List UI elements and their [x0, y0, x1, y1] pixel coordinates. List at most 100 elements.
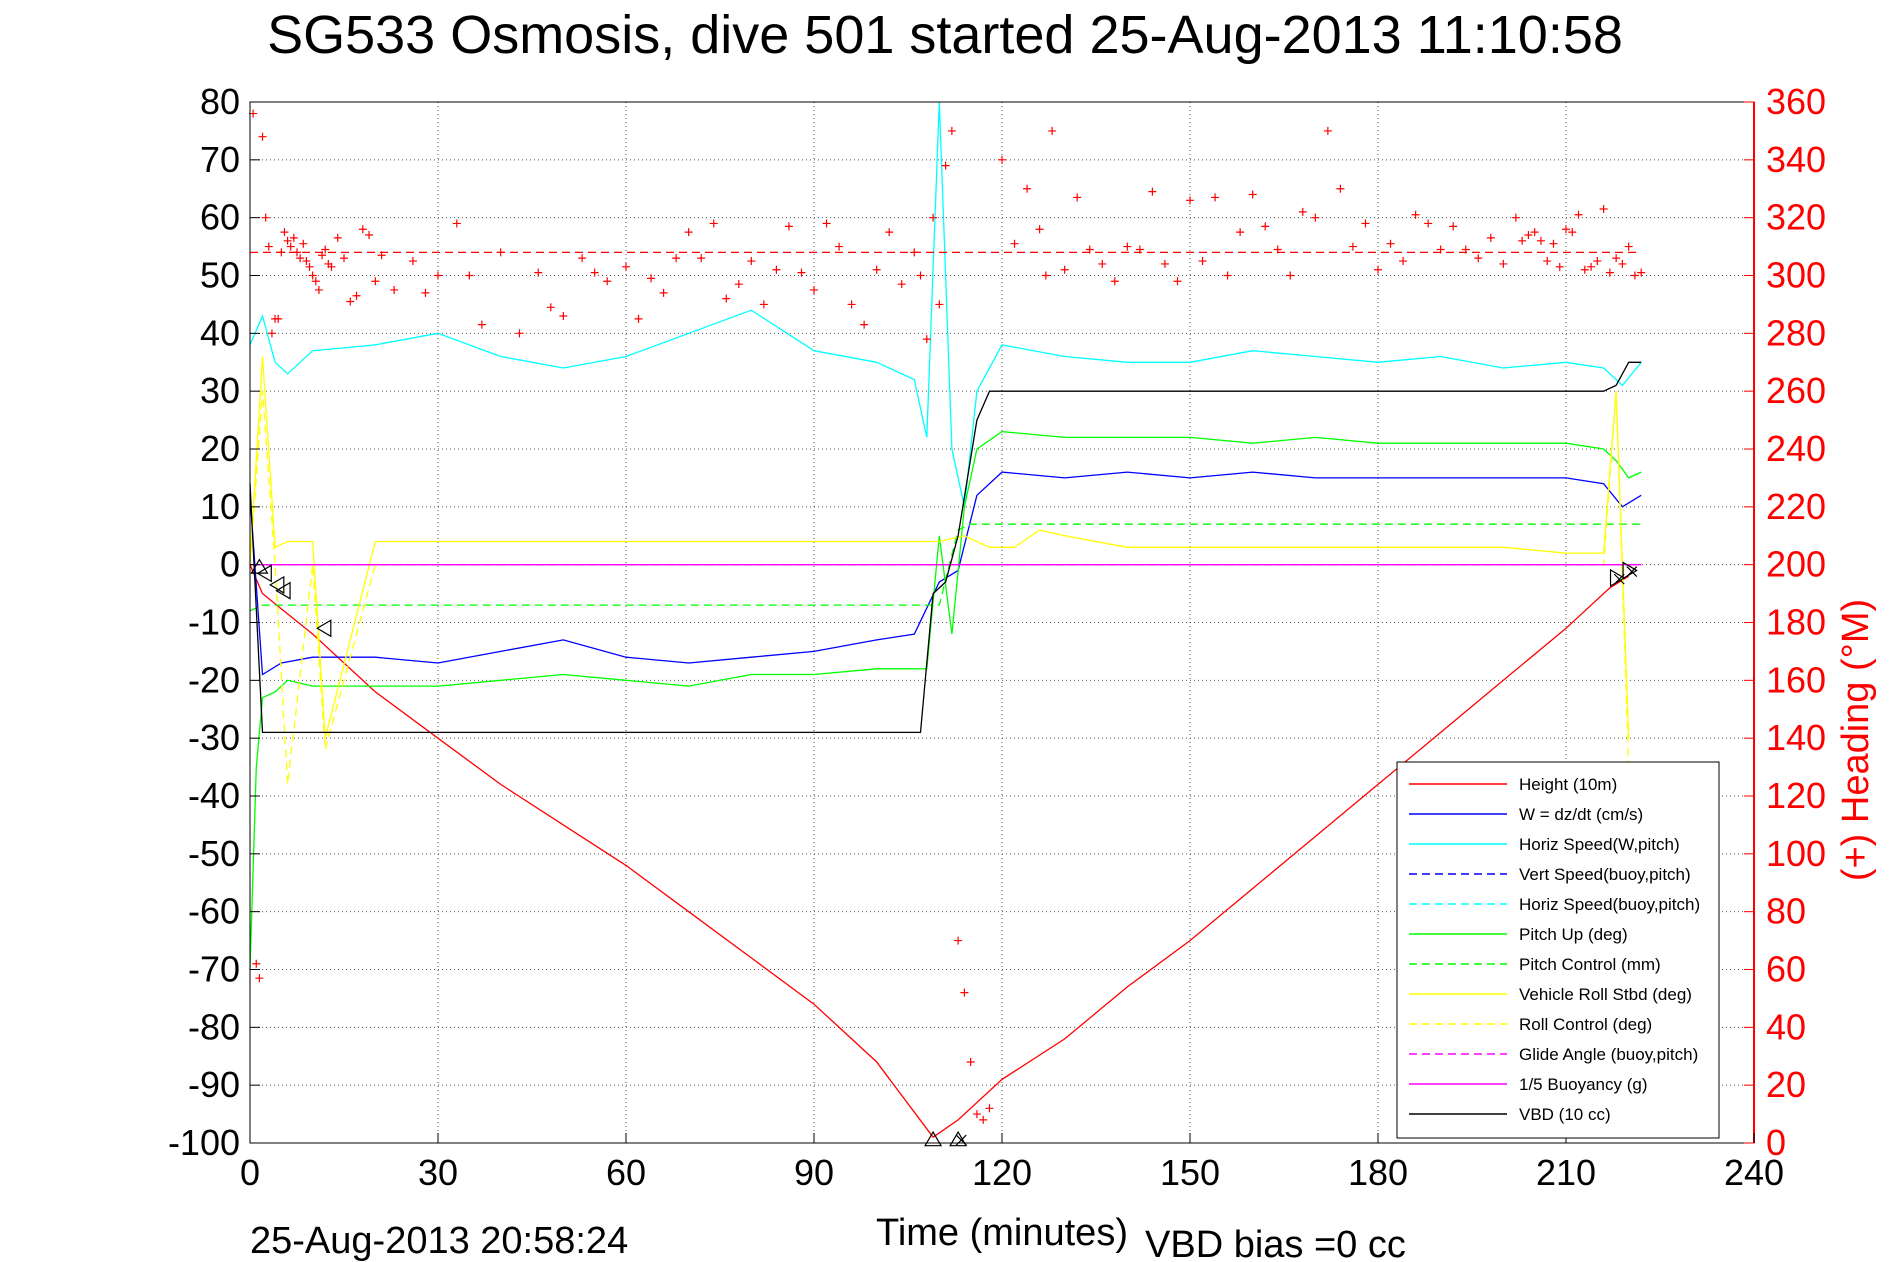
heading-point [1236, 228, 1245, 237]
legend-entry-vbd-10-cc: VBD (10 cc) [1519, 1105, 1611, 1124]
heading-point [1023, 184, 1032, 193]
heading-point [1048, 126, 1057, 135]
heading-point [1223, 271, 1232, 280]
heading-point [1323, 126, 1332, 135]
heading-point [1361, 219, 1370, 228]
x-tick-label: 180 [1348, 1152, 1408, 1193]
heading-point [274, 314, 283, 323]
heading-point [697, 254, 706, 263]
heading-point [1486, 233, 1495, 242]
heading-point [346, 297, 355, 306]
footer-vbd-bias: VBD bias =0 cc [1145, 1224, 1406, 1262]
y-tick-label: 0 [220, 544, 240, 585]
heading-point [340, 254, 348, 263]
y-right-tick-label: 60 [1766, 949, 1806, 990]
heading-point [1060, 265, 1069, 274]
heading-point [872, 265, 881, 274]
heading-point [897, 280, 906, 289]
heading-point [822, 219, 831, 228]
heading-point [465, 271, 474, 280]
heading-point [1110, 277, 1119, 286]
heading-point [371, 277, 380, 286]
heading-point [1618, 259, 1627, 268]
heading-point [966, 1058, 975, 1067]
heading-point [784, 222, 793, 231]
heading-point [1555, 262, 1564, 271]
y-tick-label: -70 [188, 949, 240, 990]
heading-point [1549, 239, 1558, 248]
heading-point [1010, 239, 1019, 248]
y-axis-right-label: (+) Heading (°M) [1835, 599, 1877, 881]
heading-point [835, 242, 844, 251]
y-right-tick-label: 20 [1766, 1064, 1806, 1105]
heading-point [734, 280, 743, 289]
heading-point [941, 161, 950, 170]
y-right-tick-label: 120 [1766, 775, 1826, 816]
legend-box [1396, 761, 1720, 1139]
heading-point [1568, 228, 1577, 237]
legend-entry-glide-angle-buoy-pitch: Glide Angle (buoy,pitch) [1519, 1045, 1698, 1064]
heading-point [255, 974, 264, 983]
heading-point [1311, 213, 1320, 222]
heading-point [1474, 254, 1483, 263]
series-pitch-up-deg [249, 430, 1642, 970]
heading-point [622, 262, 630, 271]
x-tick-label: 150 [1160, 1152, 1220, 1193]
y-tick-label: 20 [200, 428, 240, 469]
heading-point [1261, 222, 1270, 231]
x-tick-label: 210 [1536, 1152, 1596, 1193]
heading-point [722, 294, 731, 303]
heading-point [1511, 213, 1520, 222]
heading-point [1173, 277, 1182, 286]
heading-point [929, 213, 938, 222]
heading-point [797, 268, 806, 277]
heading-point [308, 271, 317, 280]
heading-point [1298, 207, 1307, 216]
heading-point [916, 271, 925, 280]
heading-point [421, 288, 430, 297]
x-axis-label: Time (minutes) [876, 1212, 1128, 1254]
heading-point [759, 300, 768, 309]
heading-point [302, 257, 311, 266]
heading-point [534, 268, 543, 277]
heading-point [1041, 271, 1050, 280]
legend-entry-horiz-speed-w-pitch: Horiz Speed(W,pitch) [1519, 835, 1680, 854]
y-tick-label: -100 [168, 1122, 240, 1163]
legend-entry-horiz-speed-buoy-pitch: Horiz Speed(buoy,pitch) [1519, 895, 1700, 914]
heading-point [1562, 225, 1570, 234]
y-axis-right: 3603403203002802602402202001801601401201… [1744, 81, 1826, 1163]
heading-point [434, 271, 442, 280]
heading-point [258, 132, 267, 141]
y-tick-label: -40 [188, 775, 240, 816]
y-right-tick-label: 360 [1766, 81, 1826, 122]
heading-point [998, 155, 1006, 164]
heading-point [1499, 259, 1508, 268]
heading-point [377, 251, 386, 260]
y-right-tick-label: 260 [1766, 370, 1826, 411]
x-tick-label: 120 [972, 1152, 1032, 1193]
y-tick-label: -10 [188, 602, 240, 643]
y-tick-label: -50 [188, 833, 240, 874]
heading-point [314, 285, 323, 294]
heading-point [1186, 196, 1194, 205]
y-right-tick-label: 160 [1766, 659, 1826, 700]
y-right-tick-label: 320 [1766, 197, 1826, 238]
y-right-tick-label: 80 [1766, 891, 1806, 932]
legend-entry-w-dz-dt-cm-s: W = dz/dt (cm/s) [1519, 805, 1643, 824]
heading-point [672, 254, 681, 263]
heading-point [985, 1104, 994, 1113]
legend-entry-pitch-up-deg: Pitch Up (deg) [1519, 925, 1628, 944]
heading-point [935, 300, 944, 309]
y-right-tick-label: 280 [1766, 312, 1826, 353]
y-tick-label: 10 [200, 486, 240, 527]
heading-point [1085, 245, 1094, 254]
x-axis: 0 30 60 90 120 150 180 210 240 [240, 1133, 1784, 1193]
heading-point [267, 329, 276, 338]
heading-point [847, 300, 856, 309]
series-w-dz-dt-cm-s [249, 471, 1642, 676]
y-right-tick-label: 340 [1766, 139, 1826, 180]
heading-point [286, 242, 295, 251]
marker-layer [250, 558, 1638, 1147]
heading-point [1530, 228, 1539, 237]
